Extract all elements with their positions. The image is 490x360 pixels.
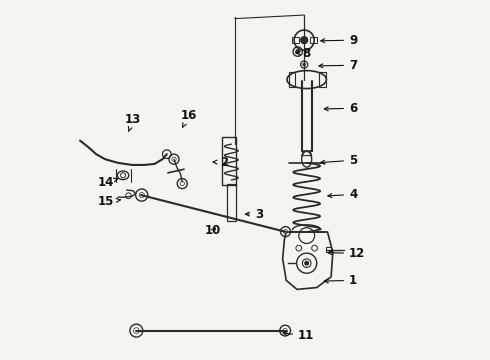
Bar xyxy=(222,137,236,185)
Bar xyxy=(310,37,317,43)
Bar xyxy=(227,184,236,221)
Bar xyxy=(289,72,295,87)
Text: 9: 9 xyxy=(321,33,357,47)
Text: 8: 8 xyxy=(296,46,311,59)
Circle shape xyxy=(180,181,184,186)
Text: 1: 1 xyxy=(324,274,357,287)
Text: 6: 6 xyxy=(324,102,357,115)
Text: 11: 11 xyxy=(283,329,314,342)
Circle shape xyxy=(295,49,300,54)
Circle shape xyxy=(139,193,144,198)
Circle shape xyxy=(283,229,288,234)
Text: 7: 7 xyxy=(319,59,357,72)
Bar xyxy=(292,37,299,43)
Text: 3: 3 xyxy=(245,208,263,221)
Circle shape xyxy=(172,157,176,161)
Text: 14: 14 xyxy=(98,176,118,189)
Circle shape xyxy=(133,328,139,333)
Text: 5: 5 xyxy=(321,154,357,167)
Text: 10: 10 xyxy=(205,224,221,238)
Text: 4: 4 xyxy=(328,188,357,201)
Text: 15: 15 xyxy=(98,195,120,208)
Circle shape xyxy=(300,37,308,44)
Circle shape xyxy=(283,328,287,333)
Circle shape xyxy=(305,261,309,265)
Text: 16: 16 xyxy=(180,109,197,127)
Bar xyxy=(319,72,326,87)
Text: 12: 12 xyxy=(328,247,365,260)
Bar xyxy=(326,247,331,252)
Circle shape xyxy=(303,63,306,66)
Text: 13: 13 xyxy=(125,113,141,132)
Text: 2: 2 xyxy=(213,156,228,168)
